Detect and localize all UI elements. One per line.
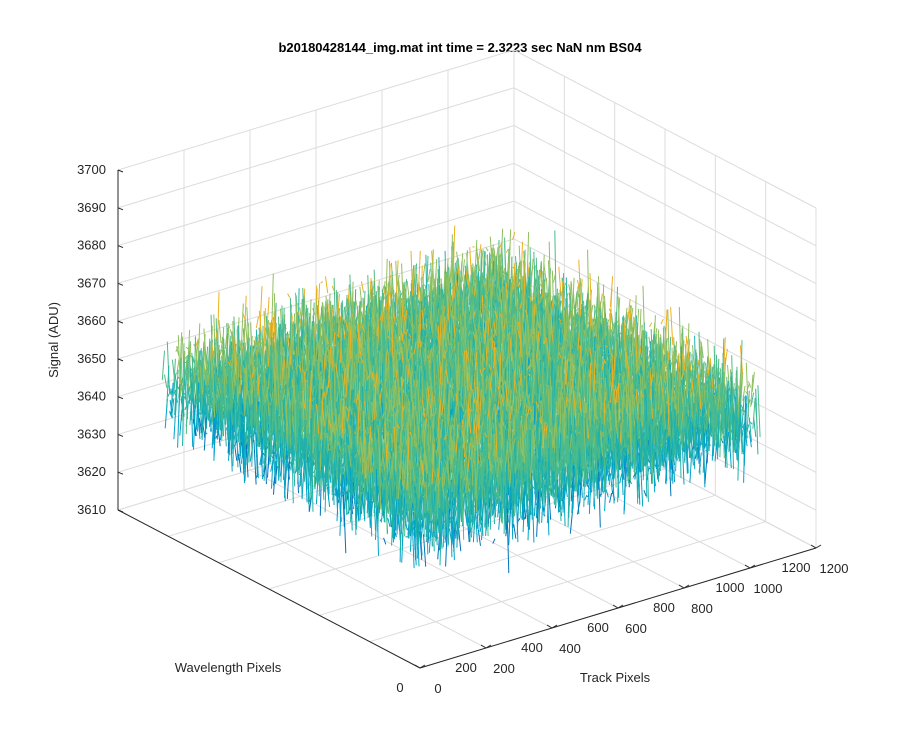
grid-line	[513, 162, 817, 322]
surface-segment	[587, 320, 591, 333]
surface-segment	[455, 279, 459, 298]
surface-segment	[499, 242, 503, 249]
grid-line	[513, 49, 817, 209]
grid-line	[117, 162, 515, 284]
surface-segment	[450, 343, 454, 346]
surface-segment	[465, 267, 469, 285]
surface-segment	[417, 250, 421, 299]
surface-segment	[577, 280, 581, 292]
surface-segment	[512, 232, 516, 240]
surface-segment	[616, 318, 620, 324]
surface-segment	[589, 273, 593, 336]
surface-segment	[660, 318, 664, 325]
surface-segment	[422, 284, 425, 288]
surface-segment	[320, 281, 324, 284]
surface-segment	[507, 229, 512, 297]
surface-segment	[422, 263, 426, 280]
grid-line	[369, 521, 766, 643]
surface-segment	[499, 228, 504, 287]
surface-segment	[617, 297, 621, 338]
surface-segment	[437, 294, 441, 298]
surface-segment	[587, 322, 591, 327]
surface-segment	[461, 259, 465, 282]
surface-segment	[526, 262, 531, 279]
surface-segment	[255, 316, 259, 329]
surface-segment	[485, 247, 489, 252]
surface-segment	[427, 269, 431, 282]
surface-segment	[535, 302, 539, 328]
surface-segment	[562, 278, 566, 291]
surface-mesh	[161, 225, 761, 574]
surface-segment	[360, 281, 365, 293]
surface-segment	[577, 280, 582, 336]
grid-line	[117, 49, 515, 171]
grid-line	[117, 125, 515, 247]
surface-segment	[618, 332, 622, 335]
grid-line	[513, 125, 817, 284]
grid-line	[117, 200, 515, 322]
surface-segment	[472, 265, 476, 295]
surface-segment	[558, 266, 562, 296]
surface-segment	[501, 268, 505, 332]
surface-segment	[541, 289, 545, 299]
surface-segment	[505, 248, 509, 253]
grid-line	[513, 200, 817, 360]
surface-segment	[287, 293, 291, 298]
surface-segment	[474, 278, 478, 296]
surface-segment	[453, 293, 457, 319]
surface-segment	[492, 252, 496, 281]
surface-segment	[325, 276, 329, 294]
surface-segment	[390, 262, 395, 296]
chart-title: b20180428144_img.mat int time = 2.3223 s…	[278, 40, 642, 55]
surface-segment	[557, 296, 561, 329]
surface-segment	[395, 260, 399, 305]
grid-line	[117, 87, 515, 209]
surface-segment	[423, 294, 427, 297]
surface-segment	[497, 272, 501, 307]
surface-segment	[457, 265, 461, 280]
grid-line	[513, 87, 817, 247]
grid-line	[319, 494, 716, 616]
surface-segment	[474, 239, 478, 284]
surface-segment	[530, 258, 534, 290]
surface-segment	[550, 297, 554, 316]
surface-segment	[502, 279, 506, 288]
surface-segment	[478, 244, 482, 260]
surface-segment	[649, 322, 653, 328]
surface-segment	[438, 282, 442, 286]
surface-segment	[553, 272, 557, 283]
surface-segment	[515, 274, 520, 287]
grid-line	[513, 238, 817, 398]
